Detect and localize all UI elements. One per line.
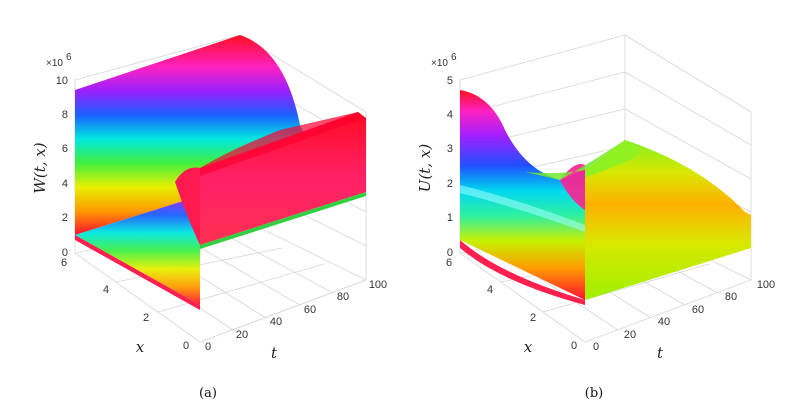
panel-a-t-tick: 20 [236, 329, 248, 341]
panel-b-z-tick: 0 [447, 247, 453, 259]
panel-b-t-axis-label: t [657, 344, 664, 362]
panel-b-x-ticks: 0 2 4 6 [446, 257, 577, 352]
panel-a-x-axis-label: x [136, 338, 145, 356]
panel-a: 0 2 4 6 8 10 ×10 6 0 2 4 6 0 20 40 60 80… [31, 34, 387, 401]
panel-b-z-tick: 1 [447, 212, 453, 224]
panel-a-z-tick: 4 [62, 178, 68, 190]
panel-a-t-tick: 40 [270, 316, 282, 328]
panel-a-z-tick: 6 [62, 143, 68, 155]
panel-b: 0 1 2 3 4 5 ×10 6 0 2 4 6 0 20 40 60 80 … [416, 34, 775, 401]
panel-b-multiplier: ×10 [431, 58, 448, 69]
panel-a-label: (a) [199, 386, 217, 401]
panel-a-z-ticks: 0 2 4 6 8 10 [56, 75, 68, 259]
panel-b-x-tick: 6 [446, 257, 452, 269]
panel-b-t-tick: 40 [658, 316, 670, 328]
panel-b-t-tick: 60 [692, 304, 704, 316]
panel-a-t-ticks: 0 20 40 60 80 100 [205, 279, 387, 353]
panel-b-t-ticks: 0 20 40 60 80 100 [593, 279, 775, 353]
panel-a-multiplier-exponent: 6 [66, 52, 72, 63]
panel-a-z-tick: 8 [62, 109, 68, 121]
panel-a-t-axis-label: t [271, 344, 278, 362]
panel-b-x-tick: 4 [487, 284, 493, 296]
panel-b-z-tick: 4 [447, 109, 453, 121]
panel-a-x-tick: 4 [103, 284, 109, 296]
panel-a-t-tick: 60 [304, 304, 316, 316]
panel-a-z-tick: 2 [62, 212, 68, 224]
panel-b-t-tick: 100 [757, 279, 775, 291]
panel-b-label: (b) [585, 386, 603, 401]
panel-a-t-tick: 80 [337, 291, 349, 303]
panel-a-z-tick: 10 [56, 75, 68, 87]
panel-b-x-axis-label: x [524, 338, 533, 356]
panel-a-x-tick: 0 [183, 340, 189, 352]
panel-a-multiplier: ×10 [46, 58, 63, 69]
panel-b-t-tick: 80 [725, 291, 737, 303]
panel-a-t-tick: 0 [205, 341, 211, 353]
panel-b-x-tick: 0 [571, 340, 577, 352]
panel-a-x-ticks: 0 2 4 6 [61, 257, 189, 352]
panel-a-x-tick: 2 [143, 312, 149, 324]
panel-b-surface [460, 90, 751, 305]
panel-b-z-tick: 3 [447, 143, 453, 155]
panel-b-z-tick: 5 [447, 75, 453, 87]
panel-a-surface [75, 35, 366, 310]
panel-a-z-tick: 0 [62, 247, 68, 259]
panel-b-x-tick: 2 [530, 312, 536, 324]
panel-b-t-tick: 0 [593, 341, 599, 353]
panel-b-z-axis-label: U(t, x) [416, 144, 434, 193]
panel-a-t-tick: 100 [369, 279, 387, 291]
panel-b-t-tick: 20 [624, 329, 636, 341]
panel-a-z-axis-label: W(t, x) [31, 142, 49, 193]
panel-b-z-tick: 2 [447, 178, 453, 190]
panel-b-z-ticks: 0 1 2 3 4 5 [447, 75, 453, 259]
panel-b-multiplier-exponent: 6 [451, 52, 457, 63]
panel-a-x-tick: 6 [61, 257, 67, 269]
